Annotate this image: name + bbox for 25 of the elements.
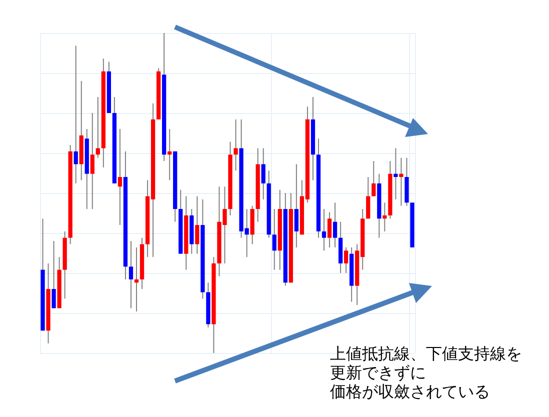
candlestick bbox=[52, 240, 56, 309]
candlestick bbox=[234, 118, 238, 172]
candlestick bbox=[382, 202, 387, 232]
candlestick bbox=[272, 208, 276, 270]
candlestick bbox=[261, 148, 266, 200]
candlestick bbox=[327, 212, 332, 248]
candlestick bbox=[90, 112, 94, 210]
candlestick bbox=[294, 164, 298, 248]
candlestick bbox=[344, 246, 348, 274]
text: 更新できずに bbox=[330, 363, 427, 382]
candlestick bbox=[74, 45, 78, 184]
candlestick bbox=[366, 176, 370, 220]
candlestick bbox=[399, 157, 404, 206]
candlestick bbox=[322, 208, 326, 252]
candlestick bbox=[195, 196, 200, 254]
candlestick bbox=[134, 246, 139, 312]
candlestick bbox=[168, 128, 172, 181]
candlestick bbox=[96, 96, 100, 158]
candlestick bbox=[118, 128, 122, 226]
annotation: 上値抵抗線、下値支持線を bbox=[330, 344, 522, 363]
candlestick bbox=[128, 240, 134, 309]
text: 価格が収斂されている bbox=[330, 382, 491, 401]
candlestick bbox=[332, 202, 338, 248]
candlestick bbox=[394, 148, 398, 200]
candlestick bbox=[372, 160, 376, 197]
